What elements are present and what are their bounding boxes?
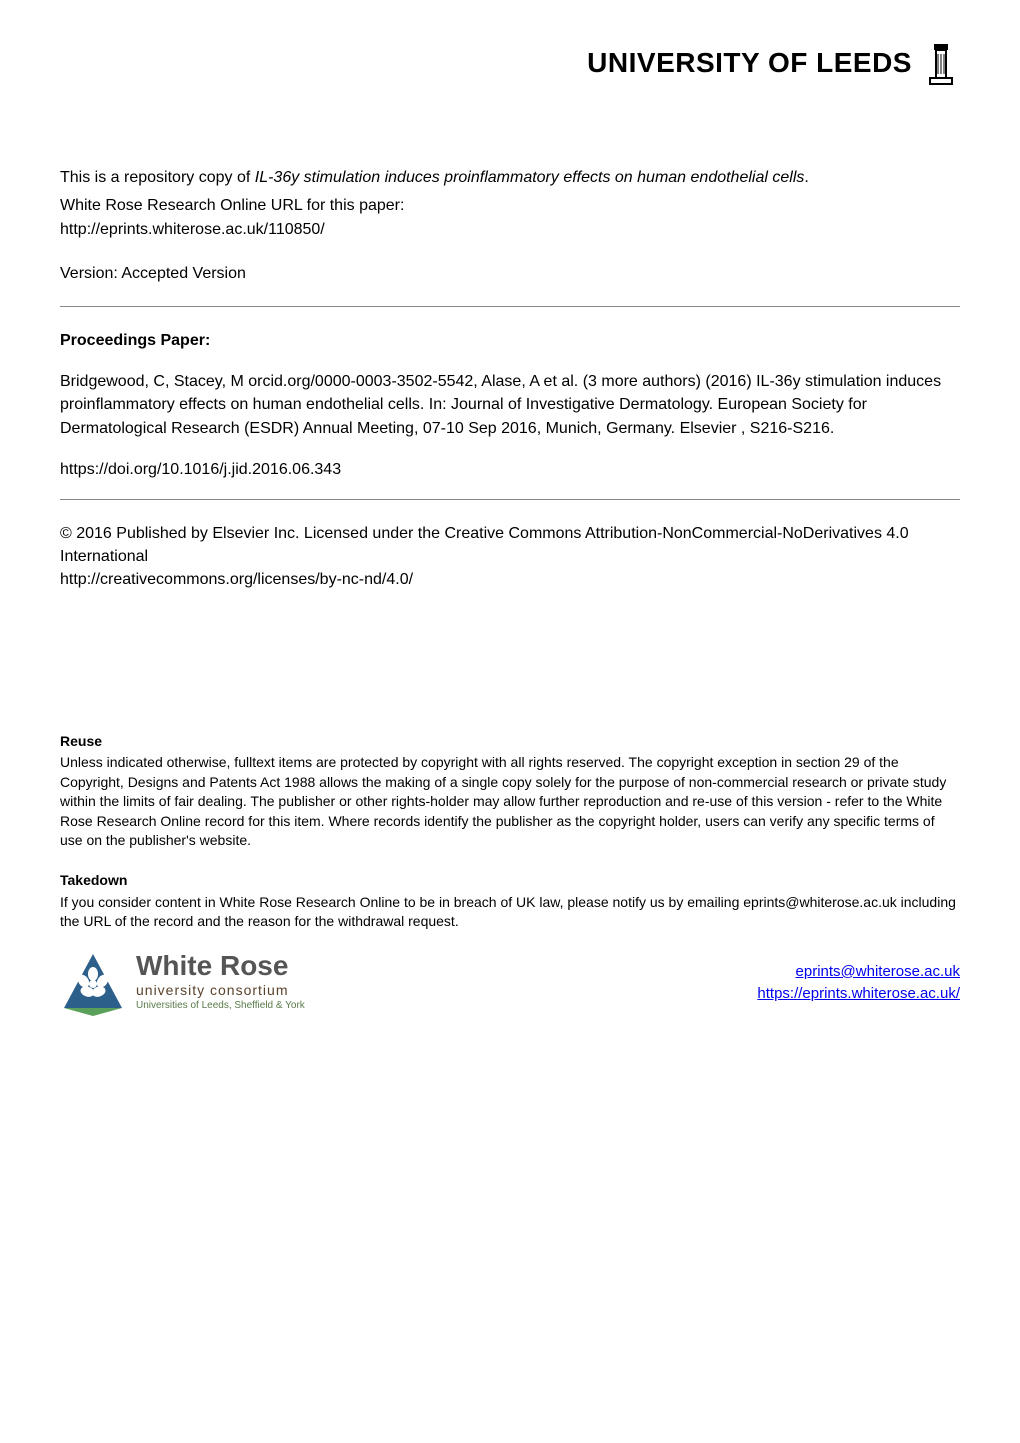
repo-copy-line: This is a repository copy of IL-36y stim…	[60, 166, 960, 190]
proceedings-citation: Bridgewood, C, Stacey, M orcid.org/0000-…	[60, 370, 960, 440]
whiterose-sub2: Universities of Leeds, Sheffield & York	[136, 1000, 305, 1011]
url-label: White Rose Research Online URL for this …	[60, 197, 404, 214]
university-logo-text: UNIVERSITY OF LEEDS	[587, 47, 912, 79]
whiterose-sub1: university consortium	[136, 982, 305, 998]
reuse-heading: Reuse	[60, 732, 960, 752]
takedown-heading: Takedown	[60, 871, 960, 891]
header-logo-row: UNIVERSITY OF LEEDS	[60, 40, 960, 86]
whiterose-badge-icon	[60, 952, 126, 1018]
footer-url-link[interactable]: https://eprints.whiterose.ac.uk/	[757, 985, 960, 1002]
proceedings-heading: Proceedings Paper:	[60, 329, 960, 352]
version-label: Version:	[60, 265, 118, 282]
license-line2: http://creativecommons.org/licenses/by-n…	[60, 571, 413, 588]
paper-title: IL-36y stimulation induces proinflammato…	[255, 169, 805, 186]
divider-top	[60, 306, 960, 307]
url-value: http://eprints.whiterose.ac.uk/110850/	[60, 221, 325, 238]
license-block: © 2016 Published by Elsevier Inc. Licens…	[60, 522, 960, 592]
footer-links: eprints@whiterose.ac.uk https://eprints.…	[757, 961, 960, 1018]
version-line: Version: Accepted Version	[60, 262, 960, 286]
divider-mid	[60, 499, 960, 500]
footer-email-link[interactable]: eprints@whiterose.ac.uk	[796, 963, 960, 980]
license-line1: © 2016 Published by Elsevier Inc. Licens…	[60, 525, 909, 565]
version-value: Accepted Version	[121, 265, 246, 282]
university-tower-icon	[922, 40, 960, 86]
takedown-block: Takedown If you consider content in Whit…	[60, 871, 960, 932]
reuse-body: Unless indicated otherwise, fulltext ite…	[60, 753, 960, 851]
whiterose-logo: White Rose university consortium Univers…	[60, 952, 305, 1018]
takedown-body: If you consider content in White Rose Re…	[60, 893, 960, 932]
license-text: © 2016 Published by Elsevier Inc. Licens…	[60, 522, 960, 592]
repo-suffix: .	[804, 169, 808, 186]
whiterose-text: White Rose university consortium Univers…	[136, 952, 305, 1017]
url-block: White Rose Research Online URL for this …	[60, 194, 960, 242]
proceedings-block: Proceedings Paper: Bridgewood, C, Stacey…	[60, 329, 960, 481]
intro-block: This is a repository copy of IL-36y stim…	[60, 166, 960, 286]
reuse-block: Reuse Unless indicated otherwise, fullte…	[60, 732, 960, 852]
footer: White Rose university consortium Univers…	[60, 952, 960, 1018]
repo-prefix: This is a repository copy of	[60, 169, 255, 186]
whiterose-title: White Rose	[136, 952, 305, 980]
doi-link[interactable]: https://doi.org/10.1016/j.jid.2016.06.34…	[60, 458, 960, 481]
spacer	[60, 612, 960, 732]
